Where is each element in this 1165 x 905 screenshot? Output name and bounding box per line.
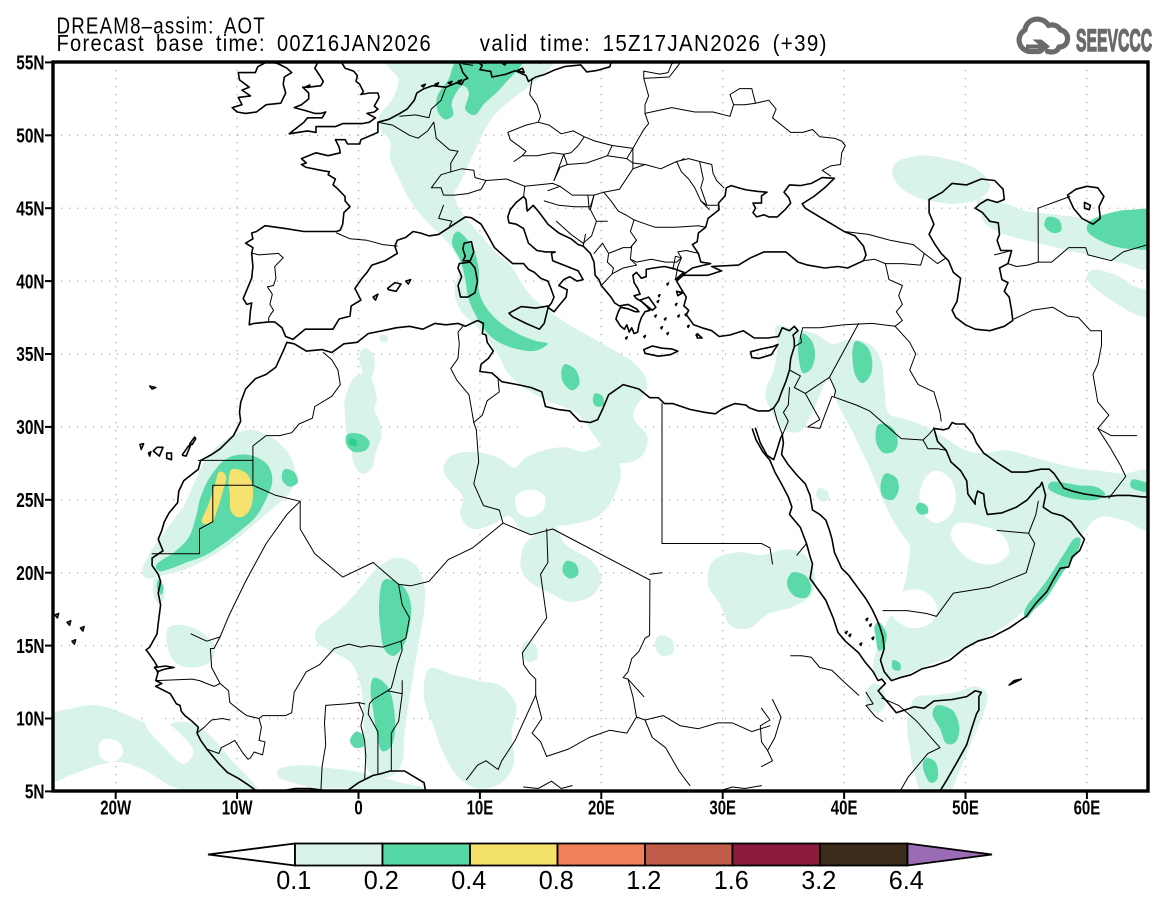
svg-text:30E: 30E (709, 796, 736, 819)
svg-text:30N: 30N (16, 416, 44, 438)
svg-text:10E: 10E (467, 796, 494, 819)
svg-text:20W: 20W (100, 796, 131, 819)
svg-text:DREAM8–assim: AOT: DREAM8–assim: AOT (57, 12, 266, 39)
svg-text:1.2: 1.2 (626, 867, 661, 895)
svg-text:valid time: 15Z17JAN2026 (+39): valid time: 15Z17JAN2026 (+39) (480, 30, 828, 57)
svg-text:0.1: 0.1 (276, 867, 311, 895)
svg-text:35N: 35N (16, 343, 44, 365)
svg-text:Forecast base time: 00Z16JAN20: Forecast base time: 00Z16JAN2026 (57, 29, 432, 56)
svg-text:25N: 25N (16, 489, 44, 511)
svg-text:10W: 10W (222, 796, 253, 819)
svg-text:20E: 20E (588, 796, 615, 819)
svg-text:45N: 45N (16, 197, 44, 219)
svg-text:0.8: 0.8 (539, 867, 574, 895)
svg-text:0.2: 0.2 (364, 867, 399, 895)
svg-text:55N: 55N (16, 52, 44, 74)
svg-text:10N: 10N (16, 708, 44, 730)
svg-text:50E: 50E (952, 796, 979, 819)
svg-text:3.2: 3.2 (801, 867, 836, 895)
svg-text:40N: 40N (16, 270, 44, 292)
svg-text:15N: 15N (16, 635, 44, 657)
svg-text:0.4: 0.4 (451, 867, 486, 895)
svg-text:1.6: 1.6 (714, 867, 749, 895)
svg-text:20N: 20N (16, 562, 44, 584)
svg-text:40E: 40E (831, 796, 858, 819)
svg-text:SEEVCCC: SEEVCCC (1076, 23, 1152, 58)
svg-text:60E: 60E (1074, 796, 1101, 819)
svg-text:5N: 5N (25, 781, 45, 803)
svg-text:0: 0 (354, 796, 362, 819)
svg-text:6.4: 6.4 (889, 867, 924, 895)
svg-text:50N: 50N (16, 125, 44, 147)
